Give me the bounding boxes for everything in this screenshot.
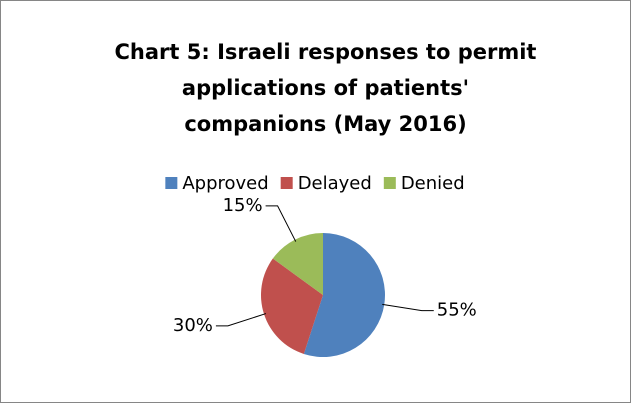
legend-label: Delayed bbox=[298, 173, 372, 194]
data-label: 30% bbox=[173, 315, 213, 336]
legend-swatch bbox=[165, 177, 178, 189]
leader-line bbox=[215, 313, 267, 327]
pie-slice bbox=[272, 233, 323, 295]
chart-title: Chart 5: Israeli responses to permit app… bbox=[114, 40, 537, 136]
data-label: 55% bbox=[437, 300, 477, 321]
legend-swatch bbox=[383, 177, 396, 189]
leader-line bbox=[265, 205, 297, 242]
data-label: 15% bbox=[223, 195, 263, 216]
leader-line bbox=[382, 303, 434, 312]
pie-slice bbox=[303, 233, 385, 357]
pie-slice bbox=[260, 258, 323, 354]
legend-label: Denied bbox=[401, 173, 465, 194]
legend-label: Approved bbox=[182, 173, 268, 194]
legend-swatch bbox=[280, 177, 293, 189]
